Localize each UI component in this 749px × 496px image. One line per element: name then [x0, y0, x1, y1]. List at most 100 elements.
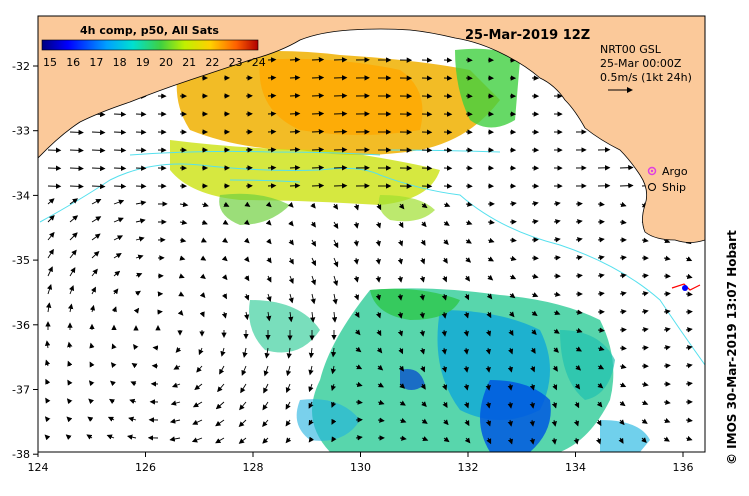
current-arrow [685, 417, 693, 423]
current-arrow [287, 201, 294, 208]
current-arrow [573, 437, 579, 445]
current-arrow [288, 257, 294, 265]
current-arrow [288, 220, 294, 227]
colorbar-tick: 17 [89, 56, 103, 69]
current-arrow [353, 221, 359, 229]
current-arrow [531, 292, 539, 298]
current-arrow [127, 434, 137, 440]
current-arrow [596, 419, 602, 427]
current-arrow [308, 347, 315, 359]
current-arrow [113, 183, 127, 190]
current-arrow [266, 238, 272, 245]
current-arrow [443, 220, 450, 226]
current-arrow [641, 273, 649, 279]
current-arrow [91, 250, 100, 259]
current-arrow [266, 293, 272, 303]
latitude-tick-label: -36 [12, 319, 30, 332]
current-arrow [91, 198, 102, 205]
current-arrow [69, 147, 84, 154]
current-arrow [66, 398, 73, 405]
current-arrow [265, 219, 272, 226]
current-arrow [222, 237, 229, 243]
current-arrow [239, 401, 247, 411]
current-arrow [107, 416, 115, 422]
current-arrow [331, 401, 337, 408]
current-arrow [198, 347, 204, 356]
current-info: NRT00 GSL 25-Mar 00:00Z 0.5m/s (1kt 24h) [600, 43, 692, 93]
current-arrow [531, 273, 539, 279]
current-arrow [619, 219, 627, 225]
current-arrow [308, 419, 314, 426]
current-arrow [663, 255, 671, 261]
current-arrow [419, 275, 426, 283]
legend-argo: Argo [662, 165, 688, 178]
current-arrow [311, 111, 325, 117]
colorbar: 4h comp, p50, All Sats 15 16 17 18 19 20 21 22 2… [41, 24, 266, 69]
current-arrow [131, 362, 138, 369]
current-arrow [133, 343, 139, 350]
current-arrow [553, 347, 559, 353]
colorbar-tick: 19 [136, 56, 150, 69]
current-arrow [595, 437, 602, 445]
current-arrow [442, 419, 449, 426]
current-arrow [332, 275, 339, 287]
current-arrow [663, 327, 671, 333]
current-arrow [192, 401, 203, 408]
current-arrow [419, 329, 425, 337]
current-arrow [619, 273, 627, 279]
latitude-tick-label: -33 [12, 125, 30, 138]
current-arrow [509, 274, 517, 280]
current-arrow [443, 239, 449, 245]
current-arrow [47, 248, 54, 259]
current-arrow [112, 288, 119, 295]
current-arrow [200, 255, 207, 261]
latitude-axis: -32 -33 -34 -35 -36 -37 -38 [12, 60, 38, 461]
current-arrow [377, 382, 384, 388]
current-arrow [133, 307, 140, 314]
current-arrow [485, 383, 491, 391]
colorbar-tick: 16 [66, 56, 80, 69]
current-arrow [45, 359, 51, 367]
current-arrow [663, 363, 671, 369]
current-arrow [331, 436, 337, 443]
current-arrow [215, 419, 225, 427]
current-arrow [243, 256, 250, 263]
current-arrow [289, 93, 301, 99]
latitude-tick-label: -38 [12, 448, 30, 461]
colorbar-tick: 22 [205, 56, 219, 69]
current-arrow [171, 382, 181, 388]
current-arrow [113, 253, 122, 259]
current-arrow [47, 231, 55, 241]
current-arrow [420, 257, 426, 265]
current-arrow [376, 203, 382, 211]
current-arrow [553, 291, 561, 297]
current-arrow [441, 311, 447, 319]
current-arrow [311, 75, 325, 81]
latitude-tick-label: -35 [12, 254, 30, 267]
current-arrow [289, 183, 301, 189]
current-arrow [553, 219, 561, 225]
current-arrow [311, 183, 325, 189]
current-arrow [685, 291, 693, 297]
current-arrow [442, 401, 448, 408]
current-arrow [486, 311, 492, 319]
current-arrow [531, 219, 539, 225]
current-arrow [641, 381, 649, 387]
current-arrow [530, 347, 536, 354]
current-arrow [355, 381, 363, 388]
colorbar-tick: 24 [252, 56, 266, 69]
current-arrow [310, 275, 317, 286]
current-arrow [641, 291, 649, 297]
current-arrow [91, 183, 106, 190]
current-arrow [91, 216, 102, 223]
current-arrow [69, 285, 75, 295]
current-arrow [663, 436, 670, 442]
current-arrow [464, 437, 471, 444]
current-arrow [354, 329, 361, 336]
current-arrow [618, 419, 625, 426]
current-arrow [618, 437, 624, 444]
current-scale-label: 0.5m/s (1kt 24h) [600, 71, 692, 84]
current-arrow [333, 221, 339, 229]
current-arrow [221, 311, 228, 319]
current-arrow [663, 399, 671, 405]
